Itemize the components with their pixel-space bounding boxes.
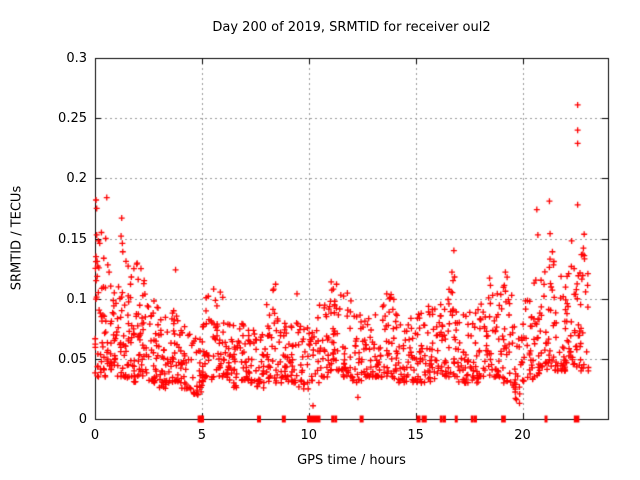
y-tick-label: 0.2 [66,171,87,187]
x-tick-label: 0 [90,428,100,443]
y-axis-label: SRMTID / TECUs [9,185,25,291]
y-tick-label: 0.15 [58,231,87,247]
x-tick-label: 20 [514,428,531,443]
y-tick-label: 0.3 [66,51,87,66]
x-tick-label: 15 [407,428,424,443]
y-tick-label: 0.1 [66,291,87,307]
x-axis-label: GPS time / hours [297,453,406,468]
x-tick-label: 10 [300,428,318,443]
chart-title: Day 200 of 2019, SRMTID for receiver oul… [212,20,491,35]
y-tick-label: 0.25 [58,111,87,127]
x-tick-label: 5 [197,428,207,443]
y-tick-label: 0 [78,412,87,427]
y-tick-label: 0.05 [58,351,87,367]
